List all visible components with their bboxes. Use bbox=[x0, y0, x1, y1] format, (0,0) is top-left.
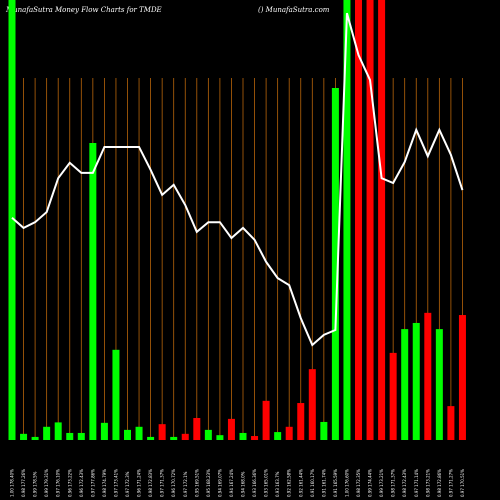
x-tick-label: 0.96 170.72% bbox=[171, 469, 176, 497]
x-tick-label: 0.94 167.24% bbox=[229, 469, 234, 497]
x-tick-label: 0.98 172.35% bbox=[356, 469, 361, 497]
bar bbox=[227, 418, 235, 440]
x-tick-label: 0.99 173.21% bbox=[379, 469, 384, 497]
x-tick-label: 0.98 177.26% bbox=[21, 469, 26, 497]
x-tick-label: 0.97 172.3% bbox=[125, 471, 130, 497]
x-tick-label: 1.00 176.60% bbox=[344, 469, 349, 497]
bar bbox=[181, 433, 189, 440]
bar bbox=[435, 329, 443, 440]
x-tick-label: 0.91 165.59% bbox=[333, 469, 338, 497]
x-tick-label: 0.96 173.22% bbox=[67, 469, 72, 497]
bar bbox=[89, 143, 97, 440]
bar bbox=[54, 422, 62, 440]
x-tick-label: 0.94 168.0% bbox=[241, 471, 246, 497]
x-tick-label: 0.97 171.37% bbox=[160, 469, 165, 497]
x-tick-label: 0.97 171.27% bbox=[448, 469, 453, 497]
x-tick-label: 0.97 170.51% bbox=[460, 469, 465, 497]
bar bbox=[43, 426, 51, 440]
bar bbox=[262, 400, 270, 440]
x-tick-label: 0.93 165.01% bbox=[264, 469, 269, 497]
bar bbox=[366, 0, 374, 440]
x-tick-label: 0.96 171.24% bbox=[137, 469, 142, 497]
x-tick-label: 0.91 160.17% bbox=[310, 469, 315, 497]
x-tick-label: 0.97 177.86% bbox=[90, 469, 95, 497]
bar bbox=[158, 424, 166, 440]
bar bbox=[320, 421, 328, 440]
x-tick-label: 0.93 163.7% bbox=[275, 471, 280, 497]
bar bbox=[274, 432, 282, 440]
bar bbox=[401, 329, 409, 440]
bar bbox=[147, 436, 155, 440]
x-tick-label: 0.98 174.79% bbox=[102, 469, 107, 497]
x-tick-label: 0.99 178.5% bbox=[33, 471, 38, 497]
bar bbox=[216, 435, 224, 440]
bar bbox=[31, 436, 39, 440]
chart-subtitle: () MunafaSutra.com bbox=[258, 6, 330, 14]
bar bbox=[239, 432, 247, 440]
bar bbox=[8, 0, 16, 440]
bar bbox=[331, 88, 339, 440]
x-tick-label: 0.96 172.43% bbox=[79, 469, 84, 497]
bar bbox=[389, 352, 397, 440]
x-tick-label: 0.92 161.44% bbox=[298, 469, 303, 497]
x-tick-label: 0.95 168.23% bbox=[206, 469, 211, 497]
bar bbox=[100, 422, 108, 440]
bar bbox=[424, 312, 432, 440]
x-tick-label: 0.97 171.14% bbox=[414, 469, 419, 497]
chart-title: MunafaSutra Money Flow Charts for TMDE bbox=[5, 6, 162, 14]
x-tick-label: 0.98 171.37% bbox=[391, 469, 396, 497]
x-tick-label: 0.98 172.86% bbox=[437, 469, 442, 497]
x-tick-label: 0.92 162.58% bbox=[287, 469, 292, 497]
bar bbox=[308, 369, 316, 440]
bar bbox=[378, 0, 386, 440]
x-tick-label: 0.91 161.74% bbox=[321, 469, 326, 497]
x-tick-label: 0.98 172.43% bbox=[402, 469, 407, 497]
x-tick-label: 0.98 172.83% bbox=[148, 469, 153, 497]
bar bbox=[170, 436, 178, 440]
x-tick-label: 0.97 173.41% bbox=[113, 469, 118, 497]
x-tick-label: 0.93 166.36% bbox=[252, 469, 257, 497]
x-tick-label: 0.95 169.51% bbox=[194, 469, 199, 497]
bar bbox=[112, 349, 120, 440]
bar bbox=[204, 429, 212, 440]
bar bbox=[343, 0, 351, 440]
x-tick-label: 0.99 174.44% bbox=[368, 469, 373, 497]
bar bbox=[297, 403, 305, 440]
bar bbox=[412, 322, 420, 440]
x-tick-label: 0.99 179.31% bbox=[44, 469, 49, 497]
x-tick-label: 0.97 176.10% bbox=[56, 469, 61, 497]
bar bbox=[251, 436, 259, 440]
bar bbox=[447, 406, 455, 440]
bar bbox=[355, 0, 362, 440]
bar bbox=[285, 426, 293, 440]
x-tick-label: 0.98 173.21% bbox=[425, 469, 430, 497]
bar bbox=[124, 429, 131, 440]
bar bbox=[135, 426, 143, 440]
x-tick-label: 0.97 172.1% bbox=[183, 471, 188, 497]
price-line bbox=[11, 12, 464, 347]
bar bbox=[20, 433, 28, 440]
x-tick-label: 1.00 178.40% bbox=[10, 469, 15, 497]
bar bbox=[193, 418, 201, 440]
bar bbox=[77, 432, 85, 440]
bar bbox=[458, 315, 466, 440]
bar bbox=[66, 432, 74, 440]
x-tick-label: 0.94 169.07% bbox=[217, 469, 222, 497]
